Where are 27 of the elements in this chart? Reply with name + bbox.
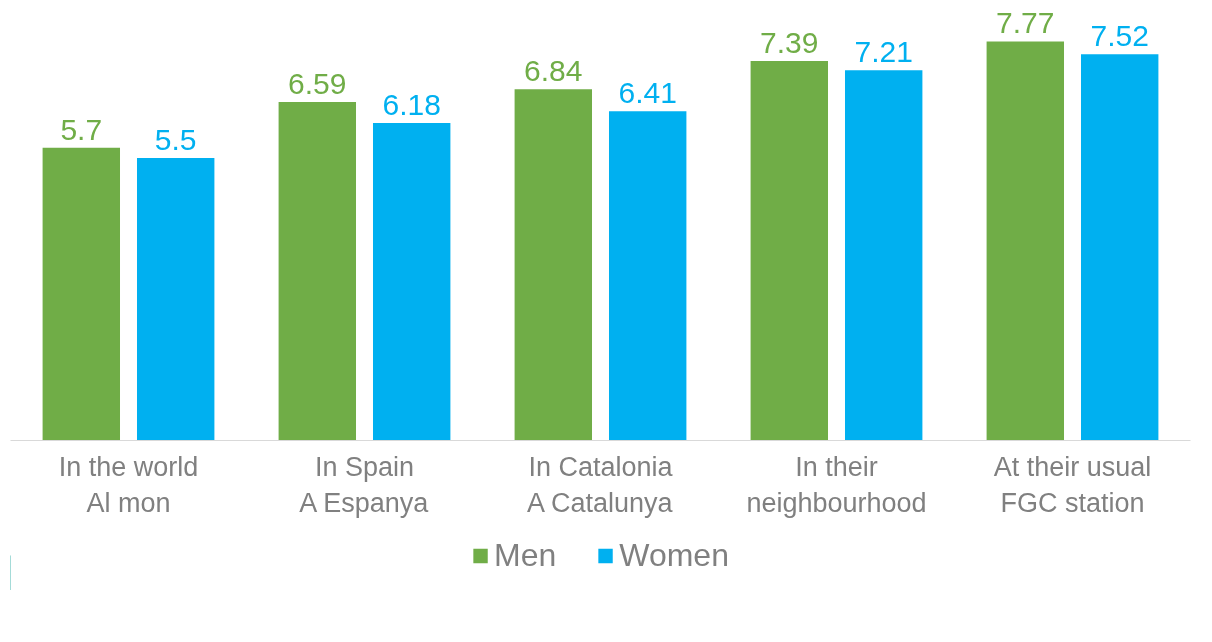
data-label: 7.52 bbox=[1090, 19, 1149, 53]
data-label: 6.59 bbox=[288, 67, 347, 101]
bar bbox=[373, 123, 451, 441]
data-label: 5.7 bbox=[60, 112, 103, 146]
data-label: 6.41 bbox=[618, 76, 677, 110]
data-label: 6.84 bbox=[524, 54, 583, 88]
bar bbox=[1081, 54, 1159, 441]
data-label: 6.18 bbox=[382, 88, 441, 122]
bar bbox=[137, 158, 215, 441]
bar bbox=[750, 60, 828, 441]
legend-label: Men bbox=[494, 536, 557, 574]
x-tick-label: In Catalonia A Catalunya bbox=[526, 451, 674, 518]
data-label: 7.39 bbox=[760, 25, 819, 59]
legend-label: Women bbox=[619, 536, 729, 574]
data-label: 7.21 bbox=[854, 35, 913, 69]
data-label: 5.5 bbox=[154, 123, 197, 157]
data-label: 7.77 bbox=[996, 6, 1055, 40]
x-tick-label: At their usual FGC station bbox=[993, 451, 1152, 518]
bar bbox=[609, 111, 687, 441]
x-tick-label: In the world Al mon bbox=[58, 451, 199, 518]
bar bbox=[42, 147, 120, 441]
x-tick-label: In their neighbourhood bbox=[746, 451, 927, 518]
bar bbox=[986, 41, 1064, 441]
bar bbox=[278, 102, 356, 441]
x-tick-label: In Spain A Espanya bbox=[299, 451, 430, 518]
bar bbox=[514, 89, 592, 441]
bar bbox=[845, 70, 923, 441]
